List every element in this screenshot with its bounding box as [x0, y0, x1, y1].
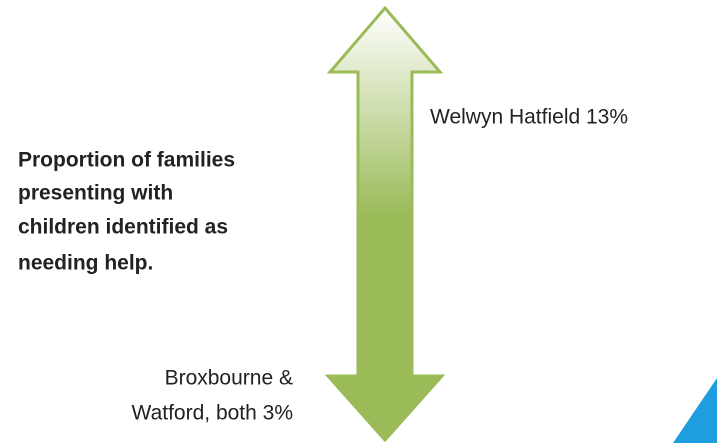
description-line: needing help.	[18, 252, 153, 275]
corner-accent	[673, 378, 717, 443]
top-label: Welwyn Hatfield 13%	[430, 106, 628, 129]
description-line: children identified as	[18, 216, 228, 239]
double-arrow	[324, 5, 446, 443]
bottom-label-line: Watford, both 3%	[132, 402, 293, 425]
bottom-label-line: Broxbourne &	[165, 367, 293, 390]
description-line: Proportion of families	[18, 149, 235, 172]
description-line: presenting with	[18, 182, 173, 205]
